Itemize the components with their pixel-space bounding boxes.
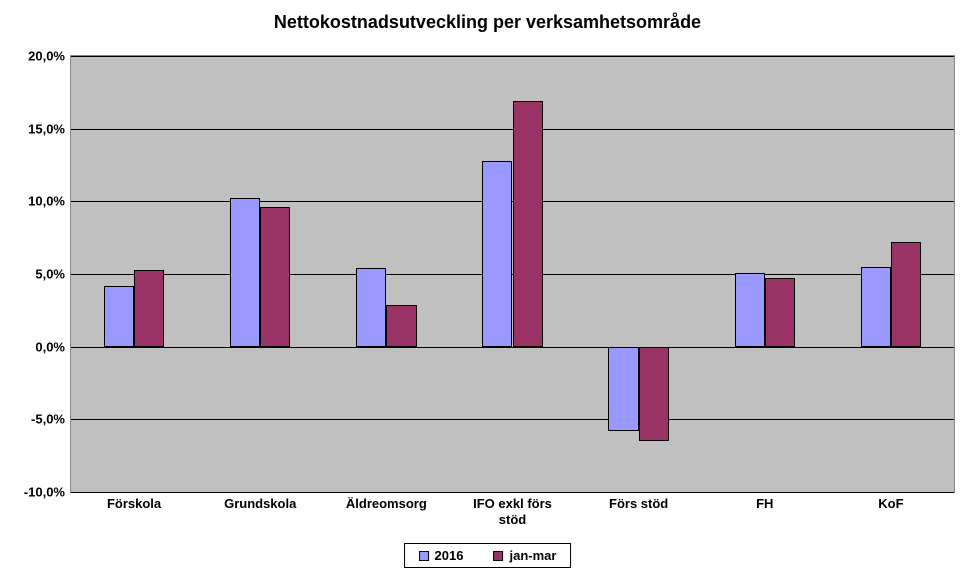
x-axis-label: Äldreomsorg: [346, 492, 427, 512]
y-axis-label: -5,0%: [31, 412, 71, 427]
x-axis-label: KoF: [878, 492, 903, 512]
bar: [482, 161, 512, 347]
x-axis-label: FH: [756, 492, 773, 512]
chart-container: Nettokostnadsutveckling per verksamhetso…: [0, 0, 975, 578]
x-axis-label: Förskola: [107, 492, 161, 512]
gridline: [71, 419, 954, 420]
y-axis-label: -10,0%: [24, 485, 71, 500]
legend-swatch-icon: [493, 551, 503, 561]
legend: 2016 jan-mar: [404, 543, 572, 568]
bar: [260, 207, 290, 347]
x-axis-label: Förs stöd: [609, 492, 668, 512]
bar: [765, 278, 795, 346]
bar: [639, 347, 669, 441]
bar: [513, 101, 543, 347]
legend-item-janmar: jan-mar: [493, 548, 556, 563]
y-axis-label: 10,0%: [28, 194, 71, 209]
bar: [861, 267, 891, 347]
x-axis-label: Grundskola: [224, 492, 296, 512]
gridline: [71, 347, 954, 348]
y-axis-label: 5,0%: [35, 267, 71, 282]
legend-label: 2016: [435, 548, 464, 563]
bar: [608, 347, 638, 431]
bar: [356, 268, 386, 346]
bar: [891, 242, 921, 347]
bar: [104, 286, 134, 347]
y-axis-label: 20,0%: [28, 49, 71, 64]
legend-item-2016: 2016: [419, 548, 464, 563]
gridline: [71, 56, 954, 57]
chart-title: Nettokostnadsutveckling per verksamhetso…: [0, 0, 975, 41]
y-axis-label: 15,0%: [28, 121, 71, 136]
bar: [735, 273, 765, 347]
bar: [134, 270, 164, 347]
plot-wrap: -10,0%-5,0%0,0%5,0%10,0%15,0%20,0%Försko…: [70, 55, 955, 493]
legend-label: jan-mar: [509, 548, 556, 563]
y-axis-label: 0,0%: [35, 339, 71, 354]
plot-area: -10,0%-5,0%0,0%5,0%10,0%15,0%20,0%Försko…: [70, 55, 955, 493]
bar: [386, 305, 416, 347]
legend-swatch-icon: [419, 551, 429, 561]
x-axis-label: IFO exkl förs stöd: [473, 492, 552, 527]
bar: [230, 198, 260, 346]
